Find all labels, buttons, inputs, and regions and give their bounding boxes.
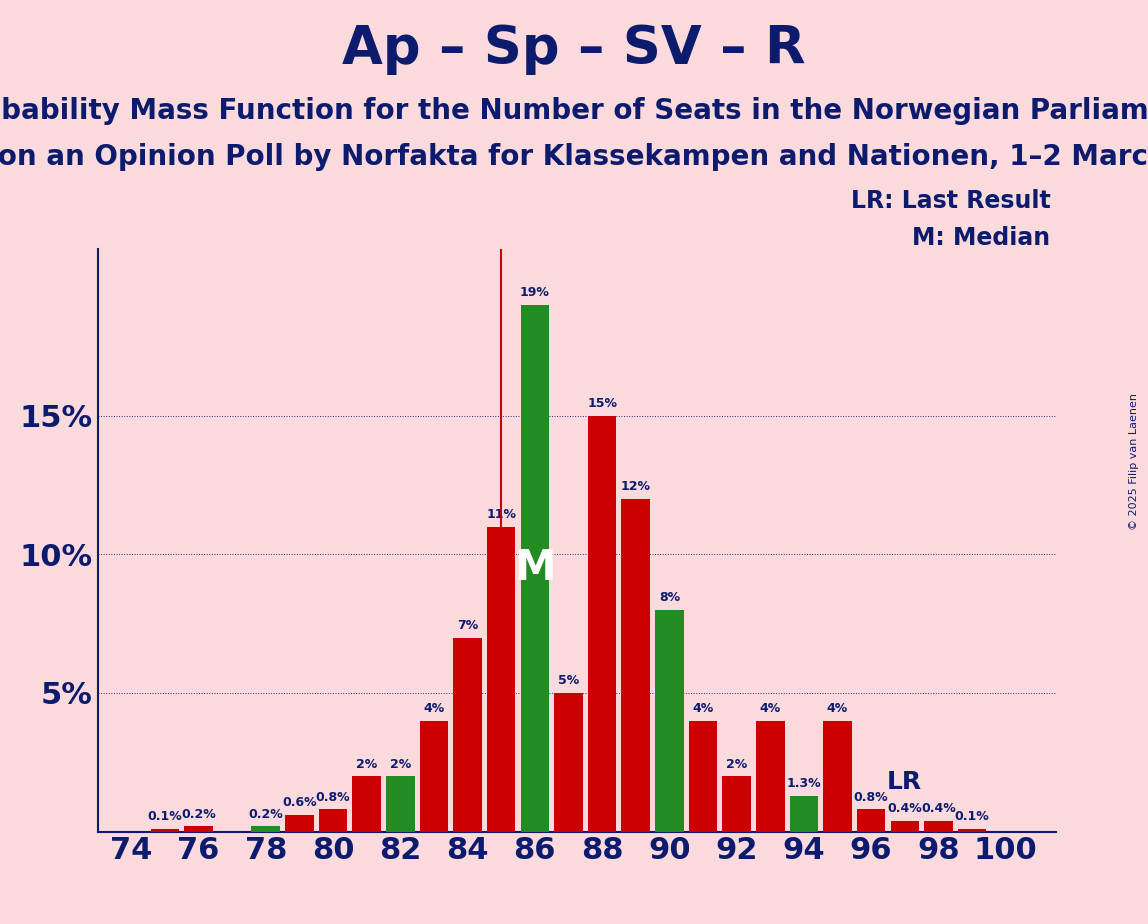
- Bar: [251, 826, 280, 832]
- Text: LR: Last Result: LR: Last Result: [851, 189, 1050, 213]
- Text: 2%: 2%: [356, 758, 378, 771]
- Text: © 2025 Filip van Laenen: © 2025 Filip van Laenen: [1128, 394, 1139, 530]
- Text: 2%: 2%: [726, 758, 747, 771]
- Text: 15%: 15%: [587, 397, 618, 410]
- Text: 7%: 7%: [457, 619, 479, 632]
- Text: 0.1%: 0.1%: [955, 810, 990, 823]
- Bar: [588, 416, 616, 832]
- Text: 4%: 4%: [827, 702, 848, 715]
- Bar: [856, 809, 885, 832]
- Bar: [891, 821, 920, 832]
- Text: 0.8%: 0.8%: [854, 791, 889, 804]
- Text: 5%: 5%: [558, 675, 579, 687]
- Text: 4%: 4%: [692, 702, 714, 715]
- Text: Probability Mass Function for the Number of Seats in the Norwegian Parliament: Probability Mass Function for the Number…: [0, 97, 1148, 125]
- Text: 4%: 4%: [424, 702, 444, 715]
- Bar: [520, 305, 549, 832]
- Bar: [621, 499, 650, 832]
- Text: Ap – Sp – SV – R: Ap – Sp – SV – R: [342, 23, 806, 75]
- Bar: [656, 610, 684, 832]
- Text: 0.2%: 0.2%: [248, 808, 284, 821]
- Text: 1.3%: 1.3%: [786, 777, 821, 790]
- Text: 0.4%: 0.4%: [887, 802, 922, 815]
- Text: 0.1%: 0.1%: [147, 810, 183, 823]
- Bar: [420, 721, 448, 832]
- Text: 11%: 11%: [487, 508, 517, 521]
- Bar: [554, 693, 583, 832]
- Bar: [453, 638, 482, 832]
- Bar: [823, 721, 852, 832]
- Text: 0.2%: 0.2%: [181, 808, 216, 821]
- Text: 8%: 8%: [659, 591, 680, 604]
- Text: 0.8%: 0.8%: [316, 791, 350, 804]
- Text: 12%: 12%: [621, 480, 651, 493]
- Text: 19%: 19%: [520, 286, 550, 299]
- Bar: [689, 721, 718, 832]
- Bar: [722, 776, 751, 832]
- Bar: [757, 721, 784, 832]
- Bar: [487, 527, 515, 832]
- Text: LR: LR: [887, 770, 922, 794]
- Text: 0.4%: 0.4%: [921, 802, 956, 815]
- Text: 4%: 4%: [760, 702, 781, 715]
- Text: 2%: 2%: [389, 758, 411, 771]
- Bar: [386, 776, 414, 832]
- Bar: [957, 829, 986, 832]
- Text: M: M: [514, 547, 556, 590]
- Bar: [790, 796, 819, 832]
- Text: M: Median: M: Median: [913, 226, 1050, 250]
- Text: 0.6%: 0.6%: [282, 796, 317, 809]
- Bar: [285, 815, 313, 832]
- Bar: [924, 821, 953, 832]
- Bar: [352, 776, 381, 832]
- Bar: [184, 826, 212, 832]
- Bar: [319, 809, 348, 832]
- Text: Based on an Opinion Poll by Norfakta for Klassekampen and Nationen, 1–2 March 20: Based on an Opinion Poll by Norfakta for…: [0, 143, 1148, 171]
- Bar: [150, 829, 179, 832]
